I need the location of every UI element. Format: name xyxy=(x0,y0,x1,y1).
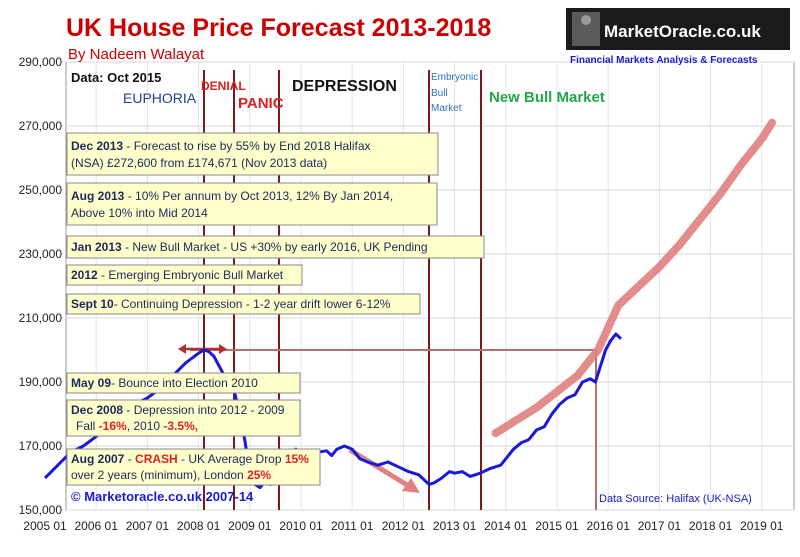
y-tick-label: 190,000 xyxy=(19,375,63,389)
svg-text:Dec 2013 - Forecast to rise by: Dec 2013 - Forecast to rise by 55% by En… xyxy=(71,139,371,153)
peak-arrow-left-head xyxy=(178,344,186,354)
phase-label-embryonic-1: Embryonic xyxy=(431,72,478,83)
svg-text:Aug 2007 - CRASH - UK Average: Aug 2007 - CRASH - UK Average Drop 15% xyxy=(71,452,309,466)
y-tick-label: 170,000 xyxy=(19,439,63,453)
actual-series-line xyxy=(43,332,623,490)
svg-text:(NSA) £272,600 from £174,671 (: (NSA) £272,600 from £174,671 (Nov 2013 d… xyxy=(71,156,327,170)
y-tick-label: 230,000 xyxy=(19,247,63,261)
svg-text:Sept 10- Continuing Depression: Sept 10- Continuing Depression - 1-2 yea… xyxy=(71,297,391,311)
annotation-aug-2013: Aug 2013 - 10% Per annum by Oct 2013, 12… xyxy=(66,182,438,226)
annotation-jan-2013: Jan 2013 - New Bull Market - US +30% by … xyxy=(66,235,485,259)
forecast-series-line xyxy=(491,118,776,438)
x-tick-label: 2012 01 xyxy=(382,519,426,533)
phase-label-euphoria: EUPHORIA xyxy=(123,90,197,106)
chart-title: UK House Price Forecast 2013-2018 xyxy=(66,14,491,42)
annotation-aug-2007: Aug 2007 - CRASH - UK Average Drop 15% o… xyxy=(66,448,321,486)
svg-text:Above 10% into Mid 2014: Above 10% into Mid 2014 xyxy=(71,206,208,220)
x-tick-label: 2010 01 xyxy=(279,519,323,533)
phase-label-depression: DEPRESSION xyxy=(292,78,397,95)
logo-tagline: Financial Markets Analysis & Forecasts xyxy=(570,55,758,66)
x-tick-label: 2017 01 xyxy=(638,519,682,533)
x-tick-label: 2019 01 xyxy=(740,519,784,533)
marketoracle-logo: MarketOracle.co.uk Financial Markets Ana… xyxy=(566,8,790,66)
phase-label-embryonic-3: Market xyxy=(431,103,462,114)
svg-text:Aug 2013 - 10% Per annum by Oc: Aug 2013 - 10% Per annum by Oct 2013, 12… xyxy=(71,189,393,203)
svg-text:Fall -16%, 2010 -3.5%,: Fall -16%, 2010 -3.5%, xyxy=(76,419,198,433)
svg-text:over 2 years (minimum), Londo: over 2 years (minimum), London 25% xyxy=(71,468,271,482)
svg-text:Dec 2008 - Depression into 201: Dec 2008 - Depression into 2012 - 2009 xyxy=(71,403,285,417)
peak-arrow-right-head xyxy=(219,344,227,354)
x-tick-label: 2009 01 xyxy=(228,519,272,533)
x-tick-label: 2007 01 xyxy=(126,519,170,533)
data-source-label: Data Source: Halifax (UK-NSA) xyxy=(599,493,752,505)
y-axis: 150,000 170,000 190,000 210,000 230,000 250,0… xyxy=(19,55,63,517)
copyright-label: © Marketoracle.co.uk 2007-14 xyxy=(71,489,254,504)
annotation-may-09: May 09- Bounce into Election 2010 xyxy=(66,372,301,394)
logo-background xyxy=(566,8,790,50)
phase-label-new-bull: New Bull Market xyxy=(489,89,605,106)
x-tick-label: 2011 01 xyxy=(331,519,374,533)
x-tick-label: 2015 01 xyxy=(535,519,579,533)
logo-statue-head-icon xyxy=(581,15,591,25)
x-tick-label: 2018 01 xyxy=(689,519,733,533)
phase-label-denial: DENIAL xyxy=(201,79,246,93)
svg-text:May 09- Bounce into Election 2: May 09- Bounce into Election 2010 xyxy=(71,376,258,390)
y-tick-label: 250,000 xyxy=(19,183,63,197)
annotation-dec-2013: Dec 2013 - Forecast to rise by 55% by En… xyxy=(66,132,439,176)
x-tick-label: 2008 01 xyxy=(177,519,221,533)
svg-text:2012 - Emerging Embryonic Bull: 2012 - Emerging Embryonic Bull Market xyxy=(71,268,284,282)
logo-name: MarketOracle.co.uk xyxy=(604,22,761,41)
annotation-dec-2008: Dec 2008 - Depression into 2012 - 2009 F… xyxy=(66,399,301,437)
x-tick-label: 2005 01 xyxy=(23,519,67,533)
x-tick-label: 2016 01 xyxy=(587,519,631,533)
x-tick-label: 2006 01 xyxy=(75,519,119,533)
svg-text:Jan 2013 - New Bull Market - U: Jan 2013 - New Bull Market - US +30% by … xyxy=(71,240,428,254)
y-tick-label: 270,000 xyxy=(19,119,63,133)
y-tick-label: 150,000 xyxy=(19,503,63,517)
chart-byline: By Nadeem Walayat xyxy=(68,46,205,63)
phase-label-panic: PANIC xyxy=(238,95,284,112)
x-tick-label: 2013 01 xyxy=(433,519,477,533)
x-axis: 2005 01 2006 01 2007 01 2008 01 2009 01 2010 … xyxy=(23,519,784,533)
annotation-sept-10: Sept 10- Continuing Depression - 1-2 yea… xyxy=(66,293,421,315)
drift-arrow-line xyxy=(348,447,414,491)
data-date-label: Data: Oct 2015 xyxy=(71,70,161,85)
y-tick-label: 290,000 xyxy=(19,55,63,69)
drift-arrow-head xyxy=(402,478,420,493)
annotation-2012: 2012 - Emerging Embryonic Bull Market xyxy=(66,264,303,286)
x-tick-label: 2014 01 xyxy=(484,519,528,533)
y-tick-label: 210,000 xyxy=(19,311,63,325)
phase-label-embryonic-2: Bull xyxy=(431,88,448,99)
